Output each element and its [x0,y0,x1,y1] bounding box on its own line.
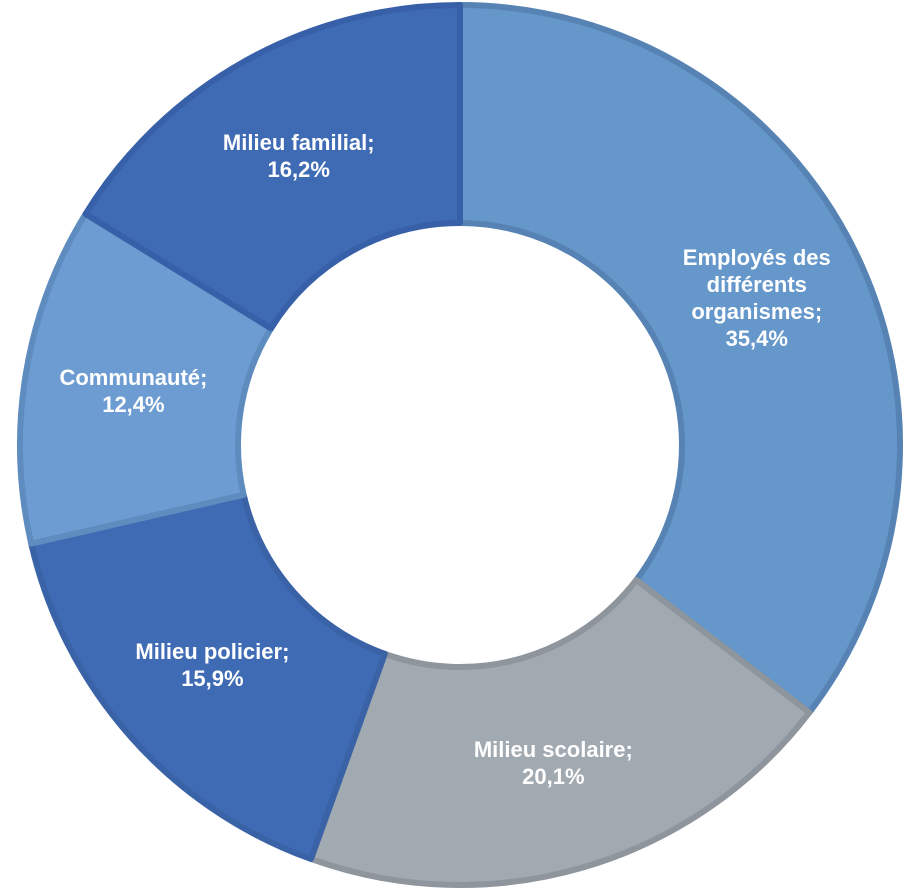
donut-slice [17,210,275,547]
value-label: 16,2% [267,156,330,182]
donut-slice [82,2,463,332]
label-separator: ; [367,129,375,155]
data-label: Employés des différents organismes; 35,4% [662,244,852,352]
value-label: 12,4% [102,392,165,418]
category-label: Milieu familial [222,129,368,155]
data-label: Communauté; 12,4% [38,364,228,418]
label-separator: ; [200,365,208,391]
value-label: 20,1% [522,763,585,789]
donut-slice [307,576,813,888]
category-label: Milieu scolaire [473,736,626,762]
label-separator: ; [814,299,823,325]
category-label: Communauté [59,365,201,391]
value-label: 35,4% [725,326,788,352]
category-label: Milieu policier [135,638,283,664]
value-label: 15,9% [181,665,244,691]
data-label: Milieu scolaire; 20,1% [458,736,648,790]
donut-slice [28,491,388,862]
label-separator: ; [282,638,290,664]
donut-slice [457,2,903,716]
data-label: Milieu familial; 16,2% [204,129,394,183]
data-label: Milieu policier; 15,9% [117,638,307,692]
label-separator: ; [625,736,633,762]
category-label: Employés des différents organismes [682,245,831,325]
